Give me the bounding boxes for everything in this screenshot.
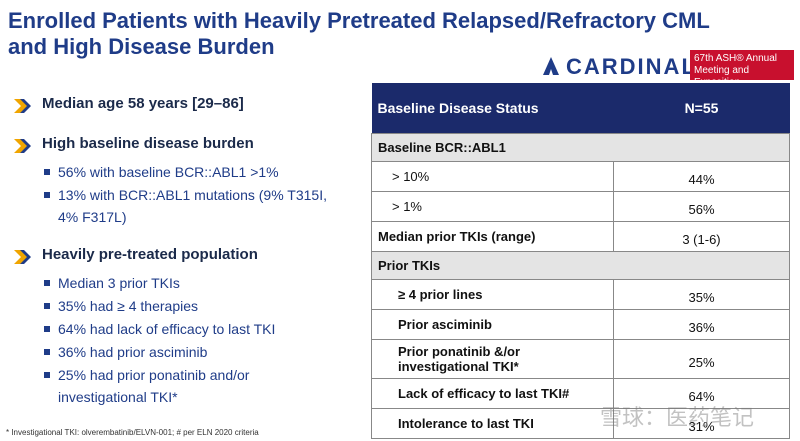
table-row: Prior ponatinib &/or investigational TKI… [371, 339, 790, 379]
table-value-cell: 31% [613, 408, 790, 439]
table-label-cell: Median prior TKIs (range) [371, 221, 614, 252]
sub-bullet-marker [44, 280, 50, 286]
table-section-cell: Prior TKIs [371, 251, 790, 280]
table-label-cell: > 10% [371, 161, 614, 192]
sub-bullet-text: 36% had prior asciminib [58, 344, 208, 360]
table-label-cell: Prior ponatinib &/or investigational TKI… [371, 339, 614, 379]
table-value-cell: 44% [613, 161, 790, 192]
table-value-cell: 36% [613, 309, 790, 340]
table-row: > 10% 44% [371, 161, 790, 192]
bullet-text: Heavily pre-treated population [42, 246, 258, 263]
table-header-cell: N=55 [613, 83, 790, 134]
sub-bullet-marker [44, 192, 50, 198]
sub-bullet-marker [44, 372, 50, 378]
sub-bullet-marker [44, 349, 50, 355]
footnote: * Investigational TKI: olverembatinib/EL… [6, 428, 259, 437]
table-row: Median prior TKIs (range) 3 (1-6) [371, 221, 790, 252]
table-label-cell: Lack of efficacy to last TKI# [371, 378, 614, 409]
table-label-cell: > 1% [371, 191, 614, 222]
chevron [12, 248, 34, 266]
table-label-cell: Intolerance to last TKI [371, 408, 614, 439]
sub-bullet-text: 13% with BCR::ABL1 mutations (9% T315I, … [58, 187, 327, 225]
table-value-cell: 3 (1-6) [613, 221, 790, 252]
table-value-cell: 56% [613, 191, 790, 222]
chevron [12, 137, 34, 155]
table-label-cell: ≥ 4 prior lines [371, 279, 614, 310]
title: Enrolled Patients with Heavily Pretreate… [8, 8, 710, 33]
table-row: Lack of efficacy to last TKI# 64% [371, 378, 790, 409]
table: Baseline Disease Status N=55 Baseline BCR:… [371, 83, 790, 439]
sub-bullet-marker [44, 326, 50, 332]
table-row: Prior asciminib 36% [371, 309, 790, 340]
sub-bullet-marker [44, 169, 50, 175]
table-value-cell: 64% [613, 378, 790, 409]
table-header-cell: Baseline Disease Status [371, 83, 614, 134]
table-section-cell: Baseline BCR::ABL1 [371, 133, 790, 162]
title: and High Disease Burden [8, 34, 275, 59]
table-row: Intolerance to last TKI 31% [371, 408, 790, 439]
logo-icon [543, 57, 559, 75]
sub-bullet-marker [44, 303, 50, 309]
table-header-row: Baseline Disease Status N=55 [371, 83, 790, 134]
chevron [12, 97, 34, 115]
bullet-text: High baseline disease burden [42, 135, 254, 152]
table-row: Prior TKIs [371, 251, 790, 280]
sub-bullet-text: 35% had ≥ 4 therapies [58, 298, 198, 314]
meeting-badge: 67th ASH® Annual Meeting and Exposition [690, 50, 794, 88]
watermark: 雪球：医药笔记 [600, 405, 755, 430]
sub-bullet-text: Median 3 prior TKIs [58, 275, 180, 291]
sub-bullet-text: 64% had lack of efficacy to last TKI [58, 321, 276, 337]
table-value-cell: 35% [613, 279, 790, 310]
table-row: ≥ 4 prior lines 35% [371, 279, 790, 310]
sub-bullet-text: 25% had prior ponatinib and/or investiga… [58, 367, 250, 405]
sub-bullet-text: 56% with baseline BCR::ABL1 >1% [58, 164, 279, 180]
bullet-text: Median age 58 years [29–86] [42, 95, 244, 112]
table-label-cell: Prior asciminib [371, 309, 614, 340]
logo: CARDINAL [566, 54, 697, 79]
table-value-cell: 25% [613, 339, 790, 379]
table-row: > 1% 56% [371, 191, 790, 222]
table-row: Baseline BCR::ABL1 [371, 133, 790, 162]
